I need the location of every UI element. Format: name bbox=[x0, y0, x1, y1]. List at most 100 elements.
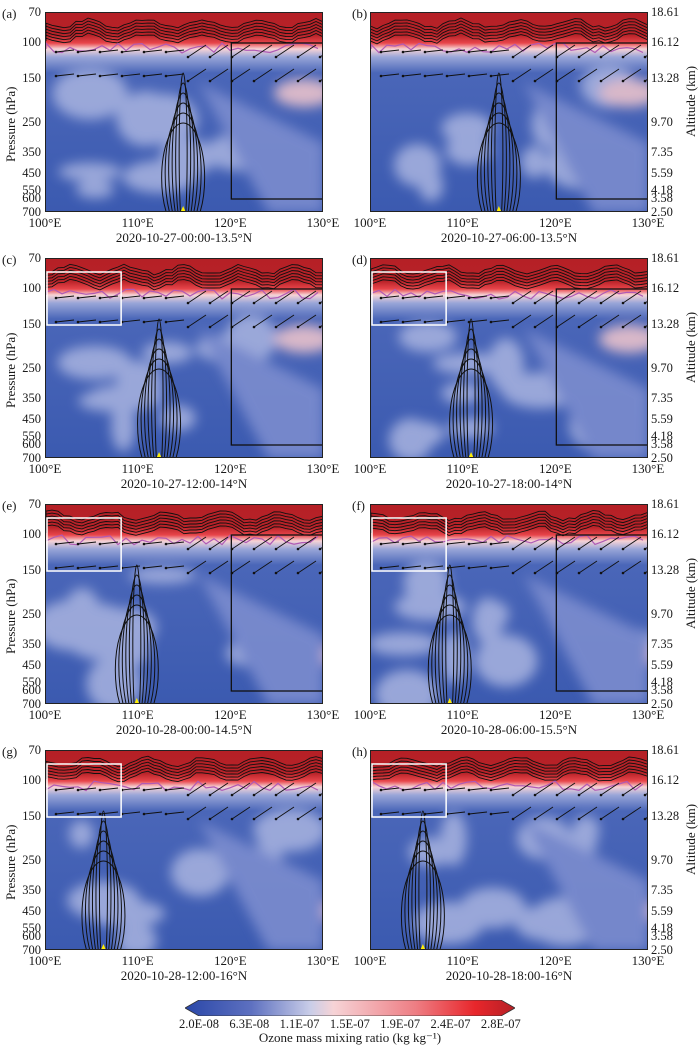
altitude-tick: 18.61 bbox=[651, 251, 680, 265]
altitude-tick: 3.58 bbox=[651, 437, 673, 451]
altitude-tick: 9.70 bbox=[651, 607, 673, 621]
panel-caption: 2020-10-27-18:00-14°N bbox=[445, 476, 573, 491]
pressure-tick: 700 bbox=[22, 451, 41, 465]
longitude-tick: 120°E bbox=[539, 461, 572, 476]
altitude-tick: 4.18 bbox=[651, 675, 673, 689]
colorbar-tick: 2.4E-07 bbox=[430, 1017, 471, 1031]
panel-label: (e) bbox=[2, 498, 17, 513]
pressure-tick: 550 bbox=[22, 921, 41, 935]
altitude-tick: 13.28 bbox=[651, 317, 680, 331]
longitude-tick: 120°E bbox=[539, 215, 572, 230]
pressure-tick: 550 bbox=[22, 183, 41, 197]
longitude-tick: 130°E bbox=[306, 707, 340, 722]
longitude-tick: 100°E bbox=[28, 215, 62, 230]
altitude-tick: 7.35 bbox=[651, 391, 673, 405]
panel-caption: 2020-10-27-12:00-14°N bbox=[120, 476, 248, 491]
pressure-axis-label: Pressure (hPa) bbox=[3, 578, 18, 654]
pressure-tick: 70 bbox=[28, 497, 42, 511]
altitude-tick: 9.70 bbox=[651, 853, 673, 867]
colorbar-tick: 2.0E-08 bbox=[179, 1017, 219, 1031]
altitude-tick: 7.35 bbox=[651, 145, 673, 159]
altitude-axis-label: Altitude (km) bbox=[683, 311, 698, 383]
longitude-tick: 130°E bbox=[306, 215, 340, 230]
pressure-tick: 700 bbox=[22, 943, 41, 957]
altitude-axis-label: Altitude (km) bbox=[683, 803, 698, 875]
panel-caption: 2020-10-28-18:00-16°N bbox=[445, 968, 573, 983]
cross-section-plot bbox=[370, 750, 648, 950]
altitude-tick: 7.35 bbox=[651, 883, 673, 897]
altitude-tick: 5.59 bbox=[651, 166, 673, 180]
pressure-tick: 70 bbox=[28, 743, 42, 757]
cross-section-plot bbox=[370, 504, 648, 704]
pressure-tick: 450 bbox=[22, 166, 41, 180]
longitude-tick: 100°E bbox=[353, 215, 387, 230]
pressure-axis-label: Pressure (hPa) bbox=[3, 86, 18, 162]
altitude-tick: 2.50 bbox=[651, 205, 673, 219]
altitude-tick: 18.61 bbox=[651, 497, 680, 511]
colorbar-tick: 1.9E-07 bbox=[380, 1017, 421, 1031]
panel-caption: 2020-10-27-00:00-13.5°N bbox=[115, 230, 253, 245]
altitude-tick: 16.12 bbox=[651, 281, 680, 295]
longitude-tick: 130°E bbox=[631, 953, 665, 968]
altitude-tick: 13.28 bbox=[651, 563, 680, 577]
panel-caption: 2020-10-28-00:00-14.5°N bbox=[115, 722, 253, 737]
pressure-tick: 350 bbox=[22, 883, 41, 897]
panel-label: (d) bbox=[352, 252, 368, 267]
pressure-tick: 70 bbox=[28, 251, 42, 265]
altitude-tick: 5.59 bbox=[651, 658, 673, 672]
longitude-tick: 120°E bbox=[214, 707, 247, 722]
pressure-tick: 350 bbox=[22, 145, 41, 159]
pressure-tick: 550 bbox=[22, 675, 41, 689]
colorbar-tick: 2.8E-07 bbox=[480, 1017, 521, 1031]
pressure-tick: 250 bbox=[22, 361, 41, 375]
longitude-tick: 120°E bbox=[539, 707, 572, 722]
pressure-tick: 600 bbox=[22, 191, 41, 205]
longitude-tick: 110°E bbox=[446, 953, 479, 968]
longitude-tick: 110°E bbox=[121, 953, 154, 968]
panel-caption: 2020-10-27-06:00-13.5°N bbox=[440, 230, 578, 245]
longitude-tick: 110°E bbox=[446, 461, 479, 476]
cross-section-plot bbox=[370, 258, 648, 458]
altitude-tick: 2.50 bbox=[651, 943, 673, 957]
longitude-tick: 100°E bbox=[28, 707, 62, 722]
colorbar-tick: 1.5E-07 bbox=[329, 1017, 370, 1031]
pressure-tick: 150 bbox=[22, 563, 41, 577]
longitude-tick: 130°E bbox=[631, 215, 665, 230]
panel-label: (b) bbox=[352, 6, 368, 21]
pressure-tick: 100 bbox=[22, 527, 41, 541]
pressure-axis-label: Pressure (hPa) bbox=[3, 824, 18, 900]
pressure-tick: 250 bbox=[22, 853, 41, 867]
altitude-tick: 13.28 bbox=[651, 809, 680, 823]
altitude-tick: 4.18 bbox=[651, 921, 673, 935]
pressure-tick: 150 bbox=[22, 71, 41, 85]
altitude-tick: 3.58 bbox=[651, 683, 673, 697]
altitude-tick: 3.58 bbox=[651, 929, 673, 943]
altitude-tick: 4.18 bbox=[651, 429, 673, 443]
altitude-tick: 2.50 bbox=[651, 451, 673, 465]
longitude-tick: 100°E bbox=[353, 707, 387, 722]
longitude-tick: 110°E bbox=[446, 215, 479, 230]
altitude-axis-label: Altitude (km) bbox=[683, 557, 698, 629]
longitude-tick: 110°E bbox=[446, 707, 479, 722]
longitude-tick: 130°E bbox=[306, 953, 340, 968]
colorbar-label: Ozone mass mixing ratio (kg kg⁻¹) bbox=[258, 1030, 442, 1045]
pressure-tick: 70 bbox=[28, 5, 42, 19]
pressure-axis-label: Pressure (hPa) bbox=[3, 332, 18, 408]
altitude-tick: 18.61 bbox=[651, 743, 680, 757]
pressure-tick: 250 bbox=[22, 607, 41, 621]
panel-label: (a) bbox=[2, 6, 17, 21]
panel-label: (h) bbox=[352, 744, 368, 759]
altitude-tick: 4.18 bbox=[651, 183, 673, 197]
pressure-tick: 550 bbox=[22, 429, 41, 443]
altitude-tick: 2.50 bbox=[651, 697, 673, 711]
altitude-tick: 18.61 bbox=[651, 5, 680, 19]
altitude-tick: 7.35 bbox=[651, 637, 673, 651]
longitude-tick: 110°E bbox=[121, 461, 154, 476]
longitude-tick: 110°E bbox=[121, 215, 154, 230]
altitude-tick: 5.59 bbox=[651, 412, 673, 426]
pressure-tick: 450 bbox=[22, 412, 41, 426]
pressure-tick: 700 bbox=[22, 205, 41, 219]
pressure-tick: 350 bbox=[22, 637, 41, 651]
panel-label: (f) bbox=[352, 498, 365, 513]
longitude-tick: 120°E bbox=[539, 953, 572, 968]
